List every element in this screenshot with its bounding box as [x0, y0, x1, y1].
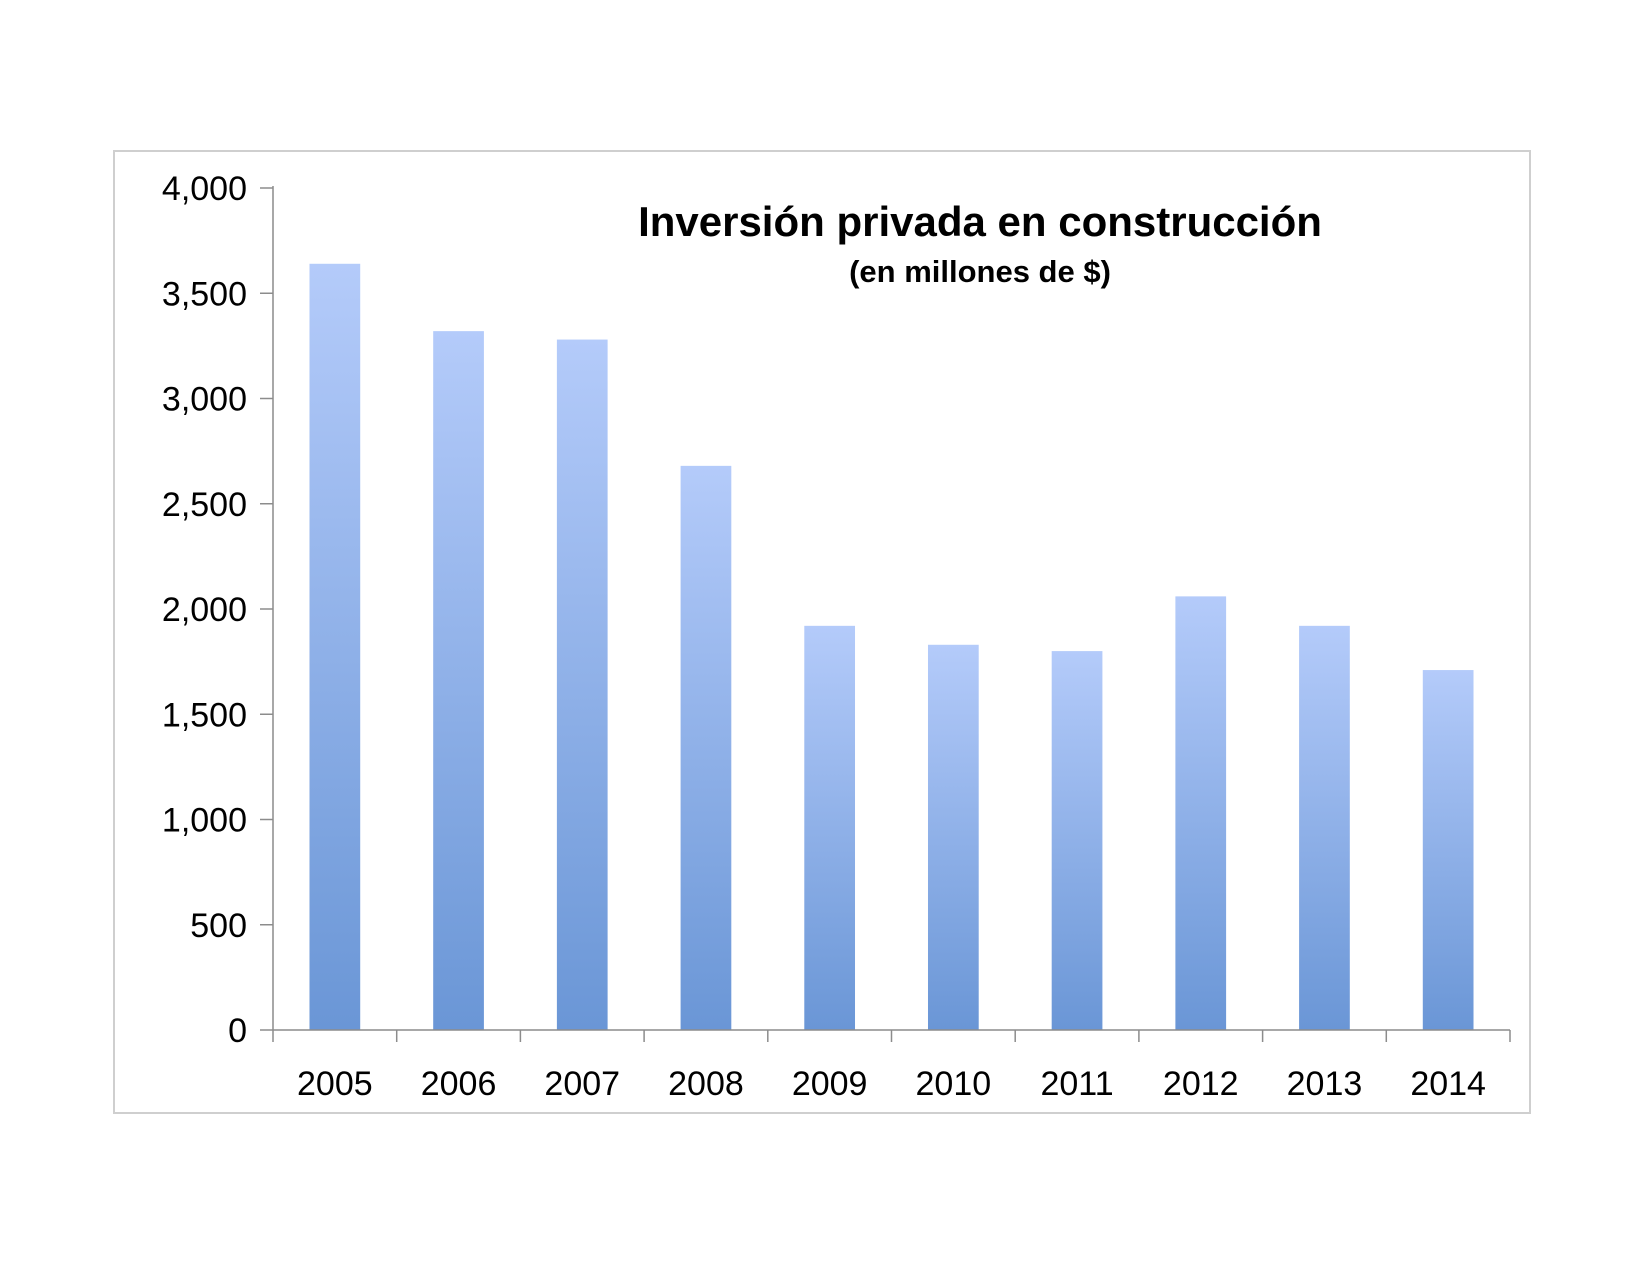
bar-2010 — [927, 644, 979, 1030]
bar-2011 — [1051, 651, 1103, 1030]
y-tick-label: 0 — [228, 1012, 247, 1050]
chart-title: Inversión privada en construcción — [638, 198, 1322, 245]
axes-layer — [260, 186, 1511, 1042]
bars-layer — [309, 263, 1474, 1030]
bar-2014 — [1422, 670, 1474, 1030]
x-axis-labels: 2005 2006 2007 2008 2009 2010 2011 2012 2013 2014 — [297, 1065, 1486, 1103]
y-axis-labels: 0 500 1,000 1,500 2,000 2,500 3,000 3,500 4,000 — [162, 170, 247, 1050]
x-tick-label: 2013 — [1287, 1065, 1363, 1103]
x-tick-label: 2007 — [544, 1065, 620, 1103]
bar-2006 — [433, 331, 484, 1030]
bar-2013 — [1299, 625, 1350, 1030]
x-tick-label: 2012 — [1163, 1065, 1239, 1103]
x-tick-label: 2008 — [668, 1065, 744, 1103]
bar-2007 — [556, 339, 608, 1030]
bar-2009 — [804, 625, 856, 1030]
y-tick-label: 500 — [190, 907, 247, 945]
x-tick-label: 2011 — [1040, 1065, 1113, 1103]
y-tick-label: 1,000 — [162, 802, 247, 840]
bar-2005 — [309, 263, 361, 1030]
x-tick-label: 2009 — [792, 1065, 868, 1103]
bar-2008 — [680, 465, 732, 1030]
y-tick-label: 2,000 — [162, 591, 247, 629]
y-tick-label: 4,000 — [162, 170, 247, 208]
x-tick-label: 2006 — [421, 1065, 497, 1103]
y-tick-label: 3,000 — [162, 381, 247, 419]
y-tick-label: 3,500 — [162, 275, 247, 313]
x-tick-label: 2010 — [916, 1065, 992, 1103]
chart-subtitle: (en millones de $) — [849, 254, 1111, 289]
y-tick-label: 2,500 — [162, 486, 247, 524]
y-tick-label: 1,500 — [162, 696, 247, 734]
bar-2012 — [1175, 596, 1227, 1030]
x-tick-label: 2014 — [1410, 1065, 1486, 1103]
x-tick-label: 2005 — [297, 1065, 373, 1103]
